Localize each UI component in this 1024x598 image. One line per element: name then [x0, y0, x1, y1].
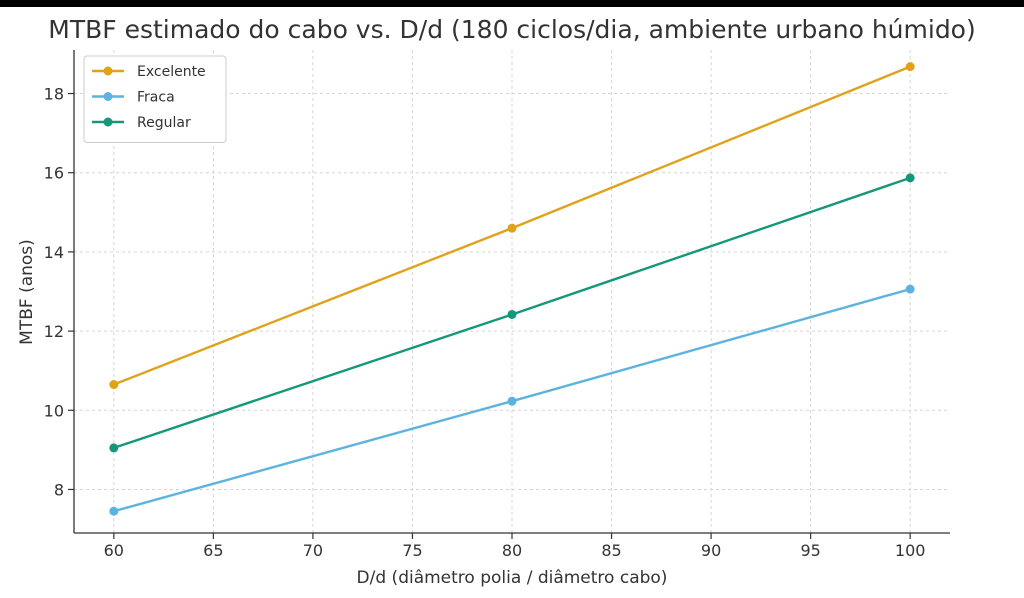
y-tick-label: 18	[44, 85, 64, 104]
legend-marker-regular	[103, 117, 113, 127]
chart-title: MTBF estimado do cabo vs. D/d (180 ciclo…	[48, 15, 975, 44]
data-point-fraca	[507, 396, 517, 406]
legend-marker-fraca	[103, 92, 113, 101]
x-tick-label: 65	[203, 541, 223, 560]
x-tick-label: 75	[402, 541, 422, 560]
data-point-fraca	[109, 506, 119, 516]
y-tick-label: 8	[54, 480, 64, 499]
top-border	[0, 0, 1024, 7]
legend-label-regular: Regular	[137, 115, 191, 131]
data-point-regular	[109, 443, 119, 453]
y-tick-label: 16	[44, 164, 64, 183]
x-tick-label: 70	[303, 541, 323, 560]
y-tick-label: 10	[44, 401, 64, 420]
x-tick-label: 100	[895, 541, 926, 560]
x-tick-label: 80	[502, 541, 522, 560]
x-tick-label: 95	[800, 541, 820, 560]
legend-label-fraca: Fraca	[137, 90, 175, 106]
data-point-excelente	[905, 62, 915, 72]
y-axis-label: MTBF (anos)	[17, 239, 37, 345]
axes: 60 65 70 75 80 85 90 95 100 8 10 12 14 16 18	[44, 50, 950, 560]
data-point-fraca	[905, 284, 915, 294]
data-point-excelente	[507, 223, 517, 233]
data-point-regular	[507, 309, 517, 319]
legend-marker-excelente	[103, 66, 113, 76]
series-layer	[109, 62, 915, 516]
data-point-excelente	[109, 380, 119, 390]
data-point-regular	[905, 173, 915, 183]
x-tick-label: 90	[701, 541, 721, 560]
x-tick-label: 60	[104, 541, 124, 560]
legend-label-excelente: Excelente	[137, 64, 206, 80]
x-axis-label: D/d (diâmetro polia / diâmetro cabo)	[357, 568, 668, 588]
y-tick-label: 14	[44, 243, 64, 262]
x-tick-label: 85	[601, 541, 621, 560]
y-tick-label: 12	[44, 322, 64, 341]
legend: Excelente Fraca Regular	[83, 55, 227, 143]
